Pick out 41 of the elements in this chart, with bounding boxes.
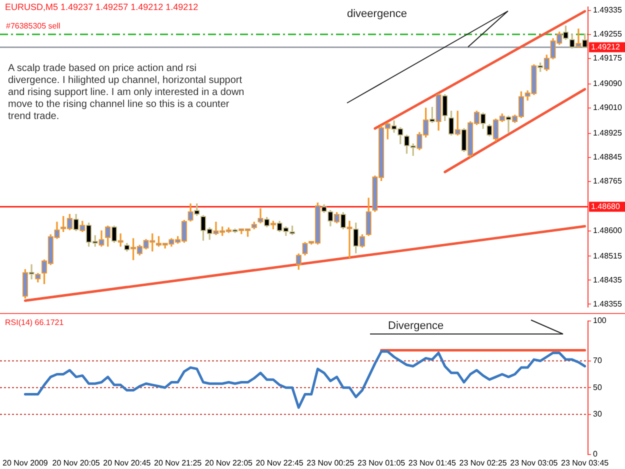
candlestick — [506, 116, 512, 133]
x-tick-label: 20 Nov 20:05 — [52, 458, 100, 468]
x-tick-label: 20 Nov 20:45 — [103, 458, 152, 468]
x-tick-label: 23 Nov 02:25 — [459, 458, 508, 468]
annotation: A scalp trade based on price action and rsi divergence. I hilighted up channel, horizontal support and rising support line. I am only interested in a down move to the rising channel line so this is a counter trend trade. — [8, 63, 246, 123]
annotation: Divergence — [388, 320, 444, 332]
x-tick-label: 20 Nov 22:05 — [204, 458, 254, 468]
candlestick — [346, 220, 352, 258]
x-tick-label: 23 Nov 00:25 — [306, 458, 355, 468]
x-tick-label: 20 Nov 22:45 — [256, 458, 304, 468]
y-tick-label: 1.48515 — [593, 251, 622, 260]
y-tick-label: 30 — [593, 410, 602, 419]
y-tick-label: 1.49175 — [593, 54, 622, 63]
candlestick — [118, 233, 124, 247]
x-tick-label: 23 Nov 03:45 — [561, 458, 610, 468]
y-tick-label: 1.48355 — [593, 299, 622, 308]
y-tick-label: 100 — [593, 316, 607, 326]
ref-line-label: 1.48680 — [591, 202, 620, 211]
y-tick-label: 50 — [593, 382, 602, 392]
x-tick-label: 23 Nov 01:05 — [358, 458, 406, 468]
y-tick-label: 1.48600 — [593, 226, 622, 235]
y-tick-label: 1.49335 — [593, 6, 622, 15]
ref-line-label: #76385305 sell — [6, 22, 60, 31]
y-tick-label: 1.49010 — [593, 103, 622, 112]
x-tick-label: 23 Nov 03:05 — [510, 458, 558, 468]
y-tick-label: 1.49255 — [593, 30, 622, 39]
y-tick-label: 1.48765 — [593, 176, 622, 186]
x-tick-label: 20 Nov 21:25 — [154, 458, 202, 468]
y-tick-label: 0 — [593, 450, 598, 459]
x-tick-label: 20 Nov 2009 — [2, 458, 48, 468]
chart-title: RSI(14) 66.1721 — [5, 318, 64, 327]
annotation: diveergence — [347, 8, 407, 20]
candlestick — [576, 28, 582, 48]
y-tick-label: 1.48435 — [593, 275, 622, 284]
y-tick-label: 1.48925 — [593, 128, 622, 138]
ref-line-label: 1.49212 — [591, 42, 620, 52]
y-tick-label: 70 — [593, 356, 602, 366]
x-tick-label: 23 Nov 01:45 — [408, 458, 457, 468]
y-tick-label: 1.49090 — [593, 79, 622, 88]
y-tick-label: 1.48845 — [593, 152, 622, 162]
chart-title: EURUSD,M5 1.49237 1.49257 1.49212 1.49212 — [5, 2, 198, 12]
